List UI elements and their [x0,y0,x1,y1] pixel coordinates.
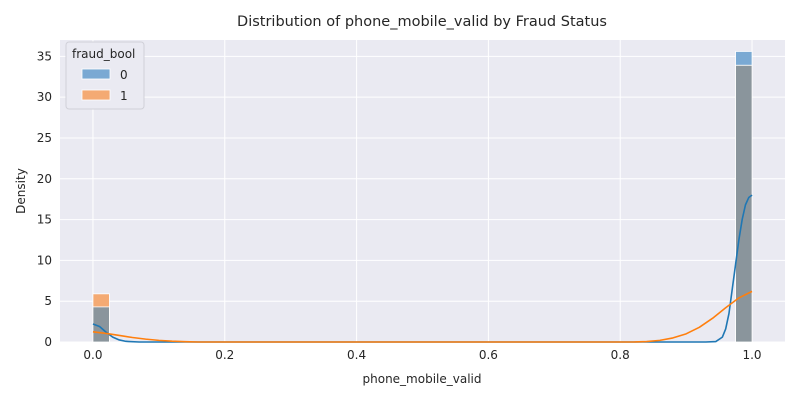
x-tick-label: 0.4 [347,348,366,362]
bar-overlap-1 [735,64,753,343]
plot-background [60,40,785,342]
legend-title: fraud_bool [72,47,135,61]
chart-title: Distribution of phone_mobile_valid by Fr… [237,14,607,30]
y-tick-label: 10 [37,253,52,267]
x-tick-label: 0.0 [83,348,102,362]
legend-swatch-0 [81,68,111,80]
kde-line-fraud-1 [92,290,753,343]
x-tick-labels: 0.0 0.2 0.4 0.6 0.8 1.0 [83,348,761,362]
legend-label-0: 0 [120,68,128,82]
y-tick-label: 30 [37,90,52,104]
x-tick-label: 1.0 [742,348,761,362]
y-tick-label: 25 [37,131,52,145]
kde-lines [92,194,753,343]
x-axis-label: phone_mobile_valid [363,372,482,386]
legend: fraud_bool 0 1 [65,41,145,110]
y-tick-label: 35 [37,49,52,63]
legend-label-1: 1 [120,89,128,103]
x-tick-label: 0.8 [611,348,630,362]
histogram-bars [92,51,753,343]
kde-line-fraud-0 [92,194,753,343]
y-tick-label: 20 [37,172,52,186]
y-axis-label: Density [14,168,28,214]
x-tick-label: 0.6 [479,348,498,362]
y-tick-label: 15 [37,213,52,227]
y-tick-labels: 0 5 10 15 20 25 30 35 [37,49,52,349]
legend-swatch-1 [81,89,111,101]
x-tick-label: 0.2 [215,348,234,362]
y-tick-label: 0 [44,335,52,349]
y-tick-label: 5 [44,294,52,308]
